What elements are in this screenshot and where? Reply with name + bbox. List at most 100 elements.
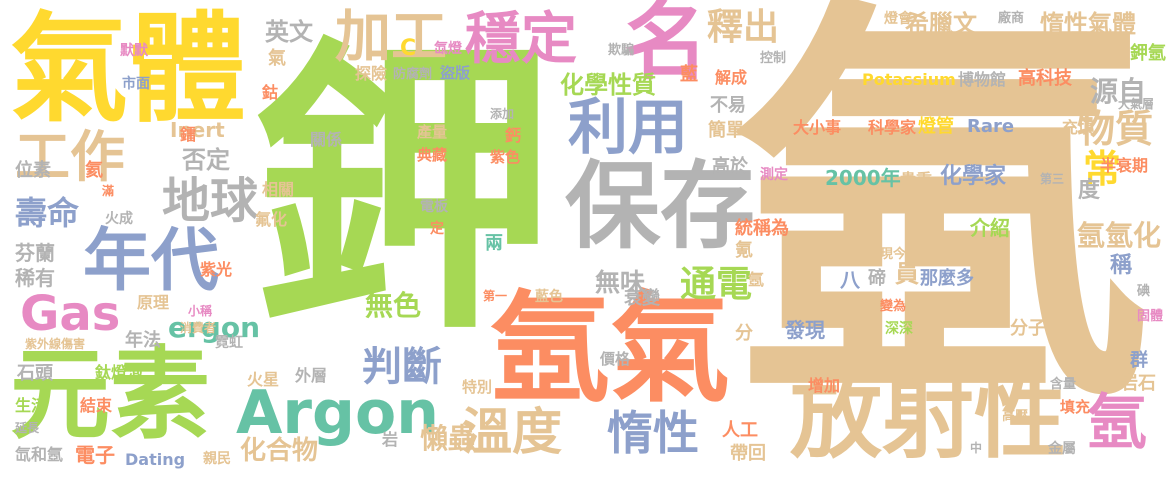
word: C [400,36,417,61]
word: 岩 [382,430,399,449]
word: 名 [624,0,709,91]
word: 氟化 [255,210,288,229]
word: 鐳 [180,125,197,144]
word: 石頭 [17,363,53,384]
word: 外層 [295,366,328,385]
word: 物質 [1077,107,1154,151]
word: 燈會 [884,11,912,27]
word: 溫度 [462,403,562,461]
word: 氬 [748,270,765,289]
word: 惰性 [607,406,699,460]
word: 延長 [15,421,40,435]
word: 滿 [102,184,115,198]
word: 大小事 [793,118,842,137]
word: 特別 [462,378,493,396]
word: ergon [168,311,261,344]
word: 氙燈 [434,41,462,57]
word: 半衰期 [1100,156,1149,175]
word: 科學家 [868,118,917,137]
word: 紫外線傷害 [25,337,86,351]
word: 原理 [137,293,170,312]
word: 鉀氬 [1130,43,1166,64]
word: 鈦燈泡 [95,363,144,382]
word: 氦 [85,160,103,181]
word: 測定 [760,167,788,183]
word: 氬 [1087,388,1147,458]
word: 大氣層 [1118,97,1155,111]
word: Potassium [862,70,956,89]
word: 固體 [1137,309,1164,324]
word: 群 [1130,350,1148,371]
word: 高科技 [1018,68,1072,89]
word: 氪 [735,240,753,261]
word: Gas [20,286,121,342]
word: Argon [236,378,439,448]
word: 氣體 [10,0,247,138]
word: 放射性 [790,364,1067,471]
word: 火星 [247,370,280,389]
word: 充填 [1062,118,1095,137]
word: 紫色 [490,148,521,166]
word: 第三 [1040,172,1065,186]
word: 親民 [203,451,231,467]
word: 保存 [565,152,756,262]
word: 無色 [365,289,422,322]
word: Rare [967,116,1015,137]
word: 小稱 [188,304,213,318]
word: 釋出 [707,7,780,48]
word: 默默 [120,43,148,59]
word: 探險 [355,64,388,83]
word: 填充 [1060,398,1091,416]
word: 解成 [715,68,748,87]
word: 化學家 [940,164,1007,189]
word: 燈管 [918,116,954,137]
word: 否定 [182,146,230,174]
word: 高於 [712,156,748,177]
word: 火成 [105,211,133,227]
word: 2000年 [825,166,901,190]
word: 添加 [490,107,515,121]
word: 鉀 [252,15,557,370]
word: 介紹 [970,216,1010,240]
word: 發現 [785,318,825,342]
word: Dating [125,450,186,469]
word: 那麼多 [920,268,974,289]
word: 元素 [10,336,210,453]
word: 八 [840,268,860,292]
word: 含量 [1050,377,1077,392]
word: 希臘文 [905,10,977,38]
word: 碲 [868,268,886,289]
word: 貴重 [900,170,933,189]
word: 高壓 [1002,409,1029,424]
word: 控制 [760,51,787,66]
word: 簡單 [708,120,744,141]
word: 常 [1083,147,1122,191]
word: 產量 [417,123,448,141]
word: 防腐劑 [393,67,433,82]
word: 芬蘭 [15,241,55,265]
word: 博物館 [958,70,1007,89]
word: 利用 [568,93,688,163]
word: 年法 [125,330,161,351]
word: 度 [1078,178,1101,203]
word: 典藏 [417,146,448,164]
word: 中 [970,441,983,455]
word: 稱 [1110,253,1133,278]
word: 分子 [1010,318,1046,339]
word: 成 [500,203,518,224]
word: 第一 [483,289,508,303]
word: 化學性質 [560,71,656,99]
word: 壽命 [15,194,80,232]
word: 消費者 [180,321,217,335]
word: Inert [170,118,225,142]
word: 加工 [335,5,447,70]
word: 氬 [732,0,1152,454]
word: 氙和氬 [15,445,64,464]
word: 結束 [80,396,113,415]
word: 市面 [122,76,150,92]
word: 工作 [15,125,126,189]
word: 兩 [485,233,503,254]
word: 鈣 [505,126,522,145]
word: 源自 [1090,75,1147,108]
